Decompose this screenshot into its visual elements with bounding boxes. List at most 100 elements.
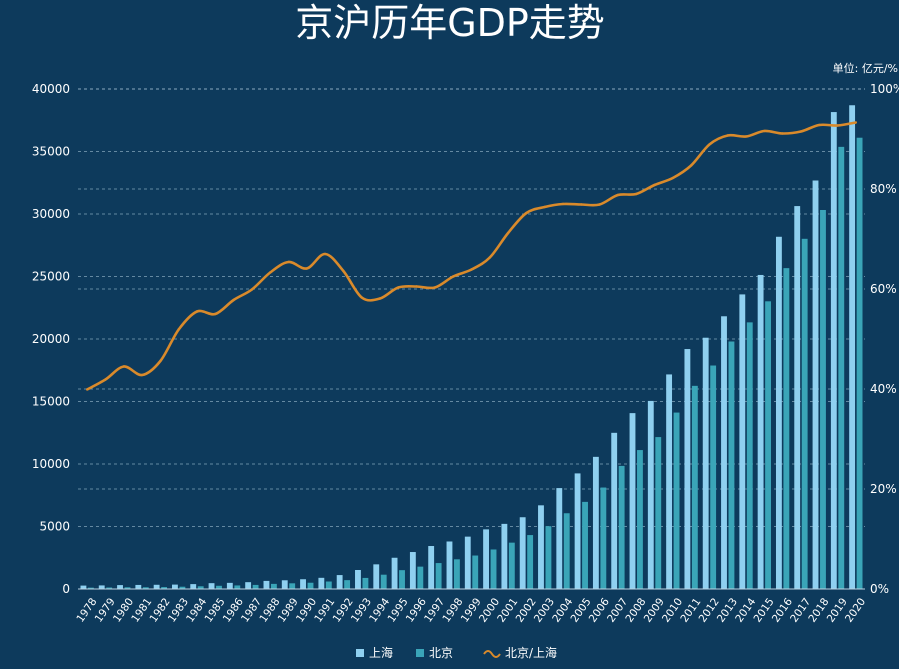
chart-title: 京沪历年GDP走势 xyxy=(295,1,605,45)
bar-series xyxy=(80,105,863,590)
bar-beijing-2017 xyxy=(801,238,808,589)
bar-beijing-1986 xyxy=(234,585,241,589)
bar-shanghai-2003 xyxy=(538,505,544,589)
ratio-point-2014 xyxy=(744,135,748,138)
bar-shanghai-1985 xyxy=(208,583,215,589)
bar-shanghai-2007 xyxy=(611,432,618,589)
legend-label: 北京 xyxy=(429,646,453,660)
bar-shanghai-1990 xyxy=(300,579,306,589)
bar-beijing-1979 xyxy=(106,587,113,589)
bar-shanghai-1989 xyxy=(281,580,288,589)
y-left-tick-label: 30000 xyxy=(32,207,70,221)
y-right-tick-label: 60% xyxy=(870,282,897,296)
bar-shanghai-1987 xyxy=(245,582,252,589)
bar-beijing-1999 xyxy=(472,555,479,589)
bar-shanghai-1994 xyxy=(373,564,380,589)
bar-beijing-1983 xyxy=(179,586,186,589)
ratio-point-1987 xyxy=(250,288,254,291)
y-left-tick-label: 10000 xyxy=(32,457,70,471)
bar-beijing-1984 xyxy=(197,586,204,589)
ratio-point-1996 xyxy=(415,285,418,288)
bar-beijing-2019 xyxy=(838,146,845,590)
ratio-point-1994 xyxy=(378,297,382,300)
bar-shanghai-1986 xyxy=(226,582,233,589)
ratio-point-2012 xyxy=(708,143,711,146)
ratio-point-2009 xyxy=(653,183,656,187)
ratio-point-2007 xyxy=(616,193,620,197)
bar-beijing-2011 xyxy=(691,385,698,589)
bar-beijing-2012 xyxy=(710,365,717,589)
ratio-point-1986 xyxy=(232,298,235,302)
bar-shanghai-1981 xyxy=(135,584,142,589)
bar-shanghai-2013 xyxy=(721,316,727,589)
bar-beijing-2003 xyxy=(545,526,552,589)
ratio-point-2019 xyxy=(836,124,839,127)
ratio-point-1983 xyxy=(177,328,180,331)
ratio-point-1995 xyxy=(397,286,400,289)
bar-shanghai-2012 xyxy=(702,337,709,589)
ratio-line-layer xyxy=(85,121,858,391)
ratio-point-2015 xyxy=(763,129,766,133)
bar-beijing-2013 xyxy=(728,341,735,589)
bar-shanghai-1999 xyxy=(464,536,471,589)
y-left-tick-label: 40000 xyxy=(32,82,70,96)
ratio-point-2002 xyxy=(525,211,528,215)
bar-beijing-1995 xyxy=(399,570,405,589)
legend-label: 北京/上海 xyxy=(505,645,557,660)
bar-beijing-1989 xyxy=(289,583,296,589)
y-right-tick-label: 40% xyxy=(870,382,897,396)
ratio-point-1997 xyxy=(433,286,437,289)
bar-beijing-2007 xyxy=(618,465,625,589)
bar-beijing-2001 xyxy=(508,542,515,589)
ratio-point-2008 xyxy=(635,192,638,196)
ratio-point-2003 xyxy=(543,205,546,209)
bar-beijing-1990 xyxy=(307,582,314,589)
ratio-point-1998 xyxy=(451,275,455,278)
bar-shanghai-2008 xyxy=(629,413,636,589)
legend-swatch-shanghai xyxy=(356,649,364,657)
ratio-point-1981 xyxy=(140,373,144,377)
bar-beijing-2008 xyxy=(637,450,643,589)
ratio-point-1988 xyxy=(268,271,272,274)
ratio-point-2010 xyxy=(671,176,675,180)
bar-beijing-1998 xyxy=(453,559,460,589)
bar-shanghai-2009 xyxy=(647,400,654,589)
ratio-point-1989 xyxy=(287,260,290,264)
ratio-point-1985 xyxy=(214,312,217,316)
bar-shanghai-1983 xyxy=(172,584,178,589)
y-left-tick-label: 5000 xyxy=(39,520,70,534)
bar-shanghai-1978 xyxy=(80,585,87,589)
bar-shanghai-1980 xyxy=(117,585,123,589)
y-left-tick-label: 0 xyxy=(62,582,70,596)
y-left-tick-label: 20000 xyxy=(32,332,70,346)
bar-beijing-1992 xyxy=(344,580,351,589)
y-right-tick-label: 0% xyxy=(870,582,889,596)
bar-beijing-2018 xyxy=(820,210,826,589)
ratio-point-2005 xyxy=(580,203,583,206)
ratio-point-2001 xyxy=(506,231,510,235)
legend-swatch-ratio xyxy=(483,650,501,658)
bar-shanghai-2005 xyxy=(574,473,581,589)
bar-shanghai-2018 xyxy=(812,180,819,589)
bar-shanghai-2011 xyxy=(684,349,691,589)
bar-beijing-1987 xyxy=(252,584,259,589)
bar-beijing-1985 xyxy=(216,585,222,589)
ratio-point-1992 xyxy=(342,269,345,273)
bar-beijing-1994 xyxy=(380,574,387,589)
bar-beijing-2000 xyxy=(490,549,497,589)
bar-beijing-2015 xyxy=(765,301,771,589)
bar-shanghai-1993 xyxy=(355,570,361,589)
bar-shanghai-2017 xyxy=(794,206,801,589)
y-left-tick-label: 35000 xyxy=(32,145,70,159)
bar-beijing-2009 xyxy=(655,437,662,589)
bar-beijing-1997 xyxy=(435,563,442,589)
bar-beijing-2002 xyxy=(527,535,534,589)
bar-beijing-1988 xyxy=(270,583,277,589)
bar-shanghai-1995 xyxy=(391,557,398,589)
bar-shanghai-2016 xyxy=(775,236,782,589)
y-right-tick-label: 100% xyxy=(870,82,899,96)
bar-shanghai-2000 xyxy=(483,529,490,589)
ratio-point-1979 xyxy=(104,378,107,381)
